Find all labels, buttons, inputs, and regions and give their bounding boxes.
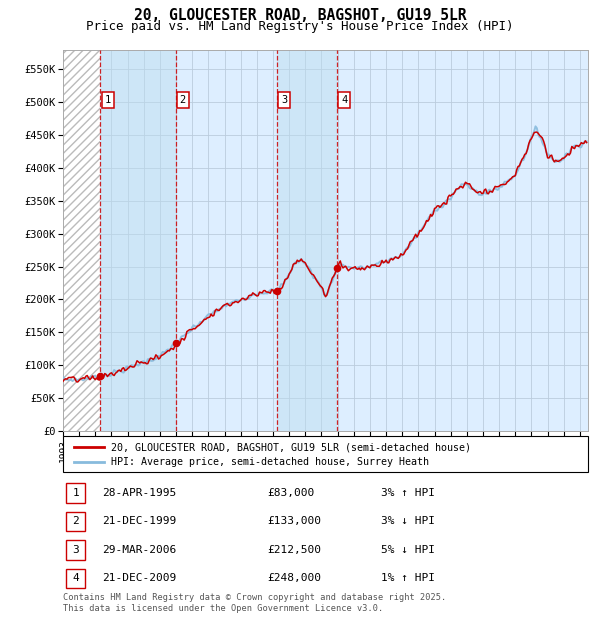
- Text: 5% ↓ HPI: 5% ↓ HPI: [381, 545, 435, 555]
- Text: 20, GLOUCESTER ROAD, BAGSHOT, GU19 5LR (semi-detached house): 20, GLOUCESTER ROAD, BAGSHOT, GU19 5LR (…: [111, 442, 471, 452]
- Text: HPI: Average price, semi-detached house, Surrey Heath: HPI: Average price, semi-detached house,…: [111, 458, 429, 467]
- Text: 29-MAR-2006: 29-MAR-2006: [102, 545, 176, 555]
- Text: £83,000: £83,000: [267, 488, 314, 498]
- Text: 3: 3: [281, 95, 287, 105]
- Bar: [63, 50, 100, 431]
- Text: 1: 1: [104, 95, 111, 105]
- Text: 3% ↑ HPI: 3% ↑ HPI: [381, 488, 435, 498]
- Text: 3% ↓ HPI: 3% ↓ HPI: [381, 516, 435, 526]
- Text: 2: 2: [72, 516, 79, 526]
- Text: Price paid vs. HM Land Registry's House Price Index (HPI): Price paid vs. HM Land Registry's House …: [86, 20, 514, 33]
- Text: Contains HM Land Registry data © Crown copyright and database right 2025.
This d: Contains HM Land Registry data © Crown c…: [63, 593, 446, 613]
- Text: 1: 1: [72, 488, 79, 498]
- Text: 2: 2: [179, 95, 186, 105]
- Bar: [63, 50, 100, 431]
- Text: 4: 4: [341, 95, 347, 105]
- Text: 21-DEC-1999: 21-DEC-1999: [102, 516, 176, 526]
- Text: 3: 3: [72, 545, 79, 555]
- Text: 21-DEC-2009: 21-DEC-2009: [102, 574, 176, 583]
- Text: 20, GLOUCESTER ROAD, BAGSHOT, GU19 5LR: 20, GLOUCESTER ROAD, BAGSHOT, GU19 5LR: [134, 8, 466, 23]
- Text: 1% ↑ HPI: 1% ↑ HPI: [381, 574, 435, 583]
- Text: £212,500: £212,500: [267, 545, 321, 555]
- Text: £133,000: £133,000: [267, 516, 321, 526]
- Text: 4: 4: [72, 574, 79, 583]
- Text: £248,000: £248,000: [267, 574, 321, 583]
- Bar: [277, 50, 337, 431]
- Bar: [100, 50, 176, 431]
- Text: 28-APR-1995: 28-APR-1995: [102, 488, 176, 498]
